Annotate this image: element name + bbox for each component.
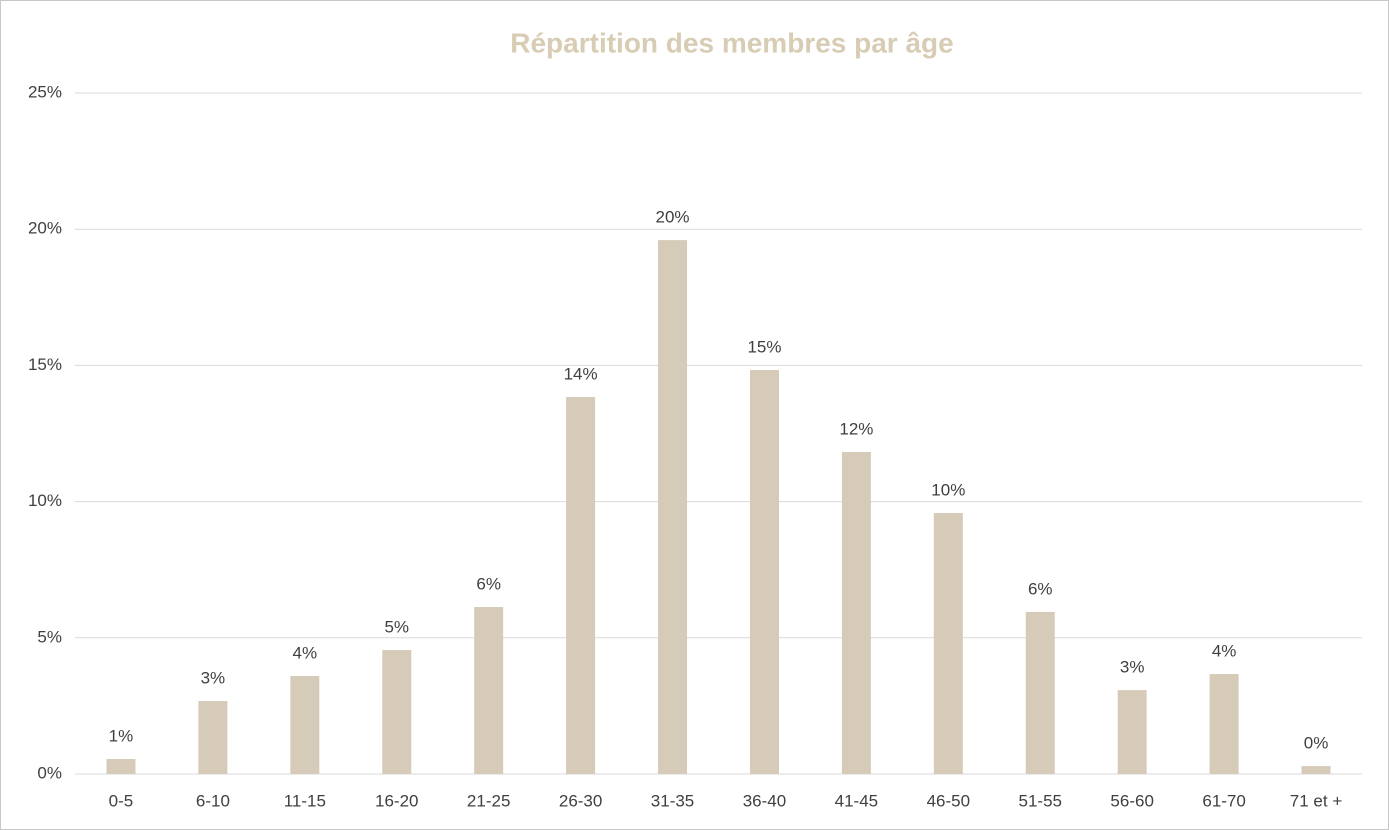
x-tick-label: 46-50 [927,791,970,810]
bar [658,240,688,774]
bar [1301,766,1331,774]
data-label: 5% [384,618,409,637]
data-label: 4% [1212,642,1237,661]
x-tick-label: 26-30 [559,791,602,810]
bar [198,700,228,774]
bar [290,675,320,774]
bar [1025,611,1055,774]
x-tick-label: 31-35 [651,791,694,810]
data-label: 1% [109,727,134,746]
bar [841,452,871,774]
x-tick-label: 41-45 [835,791,878,810]
y-tick-label: 10% [28,491,62,510]
x-tick-label: 71 et + [1290,791,1343,810]
data-label: 3% [201,668,226,687]
x-tick-label: 36-40 [743,791,786,810]
y-tick-label: 0% [37,763,62,782]
bar [1209,674,1239,774]
data-label: 4% [293,643,318,662]
bar [566,396,596,774]
x-tick-label: 0-5 [109,791,134,810]
bar [474,607,504,774]
bar [1117,690,1147,774]
chart-title: Répartition des membres par âge [510,27,953,58]
bar [382,650,412,774]
data-label: 20% [656,208,690,227]
bar [106,759,136,774]
data-label: 6% [1028,579,1053,598]
x-tick-label: 11-15 [284,791,326,810]
data-label: 3% [1120,658,1145,677]
bar [749,370,779,774]
data-label: 10% [931,481,965,500]
y-tick-label: 15% [28,355,62,374]
x-tick-label: 16-20 [375,791,418,810]
x-tick-label: 51-55 [1019,791,1062,810]
data-label: 12% [839,420,873,439]
y-tick-label: 5% [37,627,62,646]
bar [933,513,963,774]
data-label: 0% [1304,734,1329,753]
data-label: 15% [747,338,781,357]
x-tick-label: 61-70 [1202,791,1245,810]
data-label: 14% [564,364,598,383]
x-tick-label: 6-10 [196,791,230,810]
x-tick-label: 56-60 [1110,791,1153,810]
data-label: 6% [476,575,501,594]
y-tick-label: 25% [28,82,62,101]
y-tick-label: 20% [28,219,62,238]
x-tick-label: 21-25 [467,791,510,810]
